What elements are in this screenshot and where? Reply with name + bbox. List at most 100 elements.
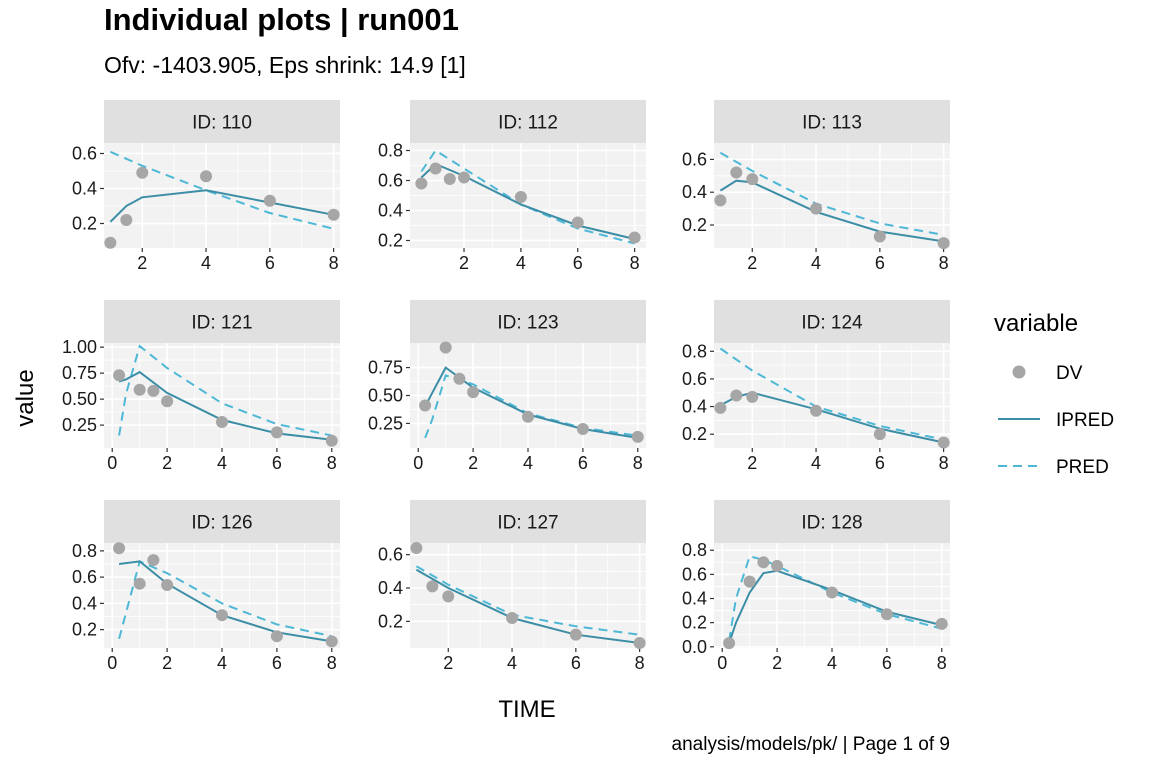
dv-point bbox=[113, 369, 126, 382]
facet-strip-label: ID: 121 bbox=[191, 313, 252, 334]
dv-point bbox=[270, 630, 283, 643]
dv-point bbox=[746, 390, 759, 403]
x-tick-label: 4 bbox=[217, 453, 227, 473]
dv-point bbox=[458, 171, 471, 184]
dv-point bbox=[270, 426, 283, 439]
dv-point bbox=[200, 170, 213, 183]
dv-point bbox=[880, 608, 893, 621]
y-tick-label: 0.25 bbox=[62, 415, 97, 435]
x-tick-label: 6 bbox=[882, 653, 892, 673]
panel: ID: 112 2 4 6 8 0.2 0.4 0.6 0.8 bbox=[378, 100, 646, 273]
dv-point bbox=[133, 577, 146, 590]
x-tick-label: 8 bbox=[327, 653, 337, 673]
x-tick-label: 4 bbox=[516, 253, 526, 273]
dv-point bbox=[873, 230, 886, 243]
facet-strip bbox=[410, 500, 646, 543]
x-tick-label: 8 bbox=[937, 653, 947, 673]
facet-strip-label: ID: 110 bbox=[192, 113, 252, 134]
legend: variable DV IPRED PRED bbox=[994, 310, 1114, 478]
x-tick-label: 4 bbox=[507, 653, 517, 673]
y-tick-label: 0.6 bbox=[72, 144, 97, 164]
dv-point bbox=[419, 399, 432, 412]
facet-strip-label: ID: 123 bbox=[497, 313, 558, 334]
dv-point bbox=[628, 231, 641, 244]
y-tick-label: 0.8 bbox=[682, 540, 707, 560]
x-tick-label: 2 bbox=[162, 453, 172, 473]
dv-point bbox=[161, 579, 174, 591]
dv-point bbox=[757, 556, 770, 569]
facet-strip bbox=[714, 100, 950, 143]
legend-label: IPRED bbox=[1056, 410, 1114, 431]
dv-point bbox=[935, 617, 948, 630]
facet-strip bbox=[104, 300, 340, 343]
dv-point bbox=[506, 612, 519, 624]
chart-title: Individual plots | run001 bbox=[104, 2, 459, 37]
panel: ID: 124 2 4 6 8 0.2 0.4 0.6 0.8 bbox=[682, 300, 950, 473]
pred-line bbox=[118, 560, 333, 640]
pred-line bbox=[728, 555, 943, 641]
chart-subtitle: Ofv: -1403.905, Eps shrink: 14.9 [1] bbox=[104, 52, 466, 78]
dv-point bbox=[746, 173, 759, 186]
x-tick-label: 6 bbox=[272, 453, 282, 473]
dv-point bbox=[633, 637, 646, 649]
y-tick-label: 0.0 bbox=[682, 637, 707, 657]
dv-point bbox=[325, 434, 338, 447]
facet-strip bbox=[104, 500, 340, 543]
y-tick-label: 0.2 bbox=[378, 611, 403, 631]
x-tick-label: 4 bbox=[523, 453, 533, 473]
y-tick-label: 0.8 bbox=[682, 341, 707, 361]
dv-point bbox=[810, 202, 823, 215]
dv-point bbox=[631, 430, 644, 443]
y-tick-label: 0.50 bbox=[62, 389, 97, 409]
panel: ID: 110 2 4 6 8 0.2 0.4 0.6 bbox=[72, 100, 340, 273]
dv-point bbox=[569, 628, 582, 641]
x-tick-label: 2 bbox=[747, 253, 757, 273]
pred-line bbox=[118, 344, 333, 437]
dv-point bbox=[576, 423, 589, 436]
x-axis-title: TIME bbox=[498, 696, 555, 723]
y-tick-label: 0.6 bbox=[682, 564, 707, 584]
x-tick-label: 4 bbox=[811, 453, 821, 473]
dv-point bbox=[522, 410, 534, 423]
y-tick-label: 0.2 bbox=[72, 214, 97, 234]
dv-point bbox=[714, 401, 727, 414]
dv-point bbox=[161, 395, 174, 408]
pred-line bbox=[420, 149, 635, 245]
x-tick-label: 6 bbox=[573, 253, 583, 273]
x-tick-label: 8 bbox=[635, 653, 645, 673]
x-tick-label: 8 bbox=[327, 453, 337, 473]
y-tick-label: 0.2 bbox=[682, 424, 707, 444]
dv-point bbox=[429, 162, 442, 175]
dv-point bbox=[439, 341, 452, 354]
x-tick-label: 8 bbox=[630, 253, 640, 273]
x-tick-label: 6 bbox=[578, 453, 588, 473]
dv-point bbox=[443, 173, 456, 185]
x-tick-label: 2 bbox=[137, 253, 147, 273]
legend-label: PRED bbox=[1056, 457, 1109, 478]
chart-caption: analysis/models/pk/ | Page 1 of 9 bbox=[671, 734, 950, 755]
dv-point bbox=[723, 637, 736, 650]
y-tick-label: 0.4 bbox=[378, 201, 403, 221]
x-tick-label: 2 bbox=[443, 653, 453, 673]
facet-strip-label: ID: 128 bbox=[801, 513, 862, 534]
y-tick-label: 0.6 bbox=[72, 567, 97, 587]
x-tick-label: 0 bbox=[107, 453, 117, 473]
x-tick-label: 0 bbox=[413, 453, 423, 473]
panel: ID: 127 2 4 6 8 0.2 0.4 0.6 bbox=[378, 500, 646, 673]
y-tick-label: 0.8 bbox=[378, 141, 403, 161]
dv-point bbox=[415, 177, 428, 190]
y-tick-label: 0.75 bbox=[62, 363, 97, 383]
dv-point bbox=[937, 237, 950, 250]
y-tick-label: 0.6 bbox=[378, 171, 403, 191]
facet-strip-label: ID: 113 bbox=[802, 113, 862, 134]
x-tick-label: 4 bbox=[201, 253, 211, 273]
dv-point bbox=[136, 166, 149, 179]
x-tick-label: 2 bbox=[162, 653, 172, 673]
y-tick-label: 0.25 bbox=[368, 413, 403, 433]
facet-strip-label: ID: 112 bbox=[498, 113, 558, 134]
dv-point bbox=[743, 575, 756, 588]
x-tick-label: 6 bbox=[875, 253, 885, 273]
y-tick-label: 0.4 bbox=[682, 182, 707, 202]
dv-point bbox=[426, 580, 439, 593]
